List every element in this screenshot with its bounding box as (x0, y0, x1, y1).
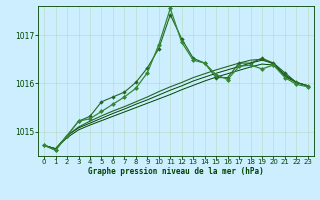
X-axis label: Graphe pression niveau de la mer (hPa): Graphe pression niveau de la mer (hPa) (88, 167, 264, 176)
